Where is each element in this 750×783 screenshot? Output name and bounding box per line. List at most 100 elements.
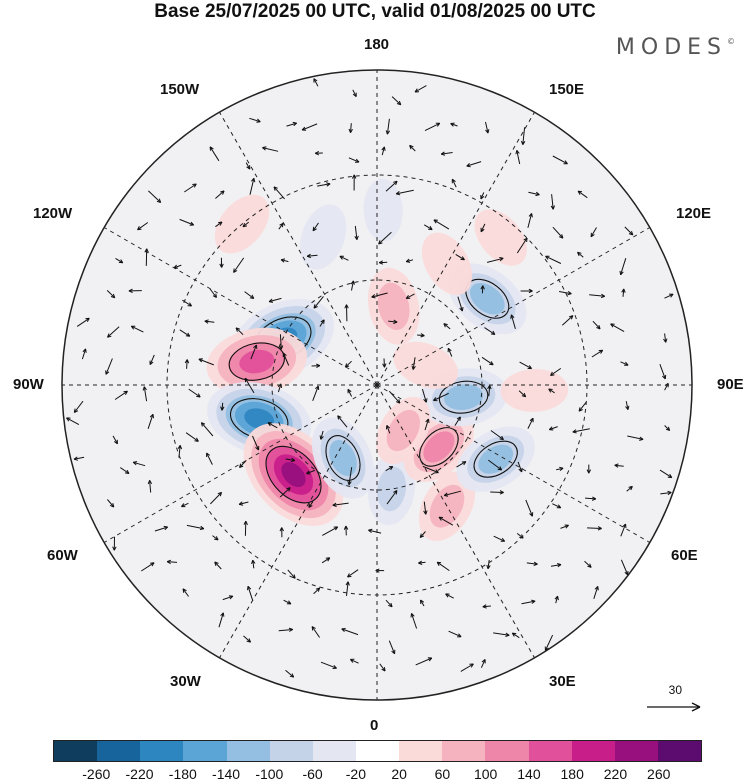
wind-arrow: [447, 347, 453, 357]
wind-arrow: [267, 422, 278, 429]
wind-arrow: [591, 349, 604, 358]
wind-arrow: [385, 599, 393, 608]
wind-arrow: [548, 426, 558, 431]
wind-arrow: [443, 323, 451, 330]
wind-arrow: [395, 189, 414, 196]
wind-arrow: [520, 127, 526, 145]
wind-arrow: [73, 400, 84, 413]
wind-arrow: [120, 467, 130, 474]
wind-arrow: [433, 392, 449, 402]
wind-arrow: [215, 221, 223, 228]
wind-arrow: [436, 561, 450, 572]
lon-label-30w: 30W: [170, 673, 201, 690]
wind-arrow: [521, 599, 536, 605]
wind-arrow: [587, 526, 602, 531]
wind-arrow: [198, 358, 214, 366]
wind-arrow: [385, 466, 394, 472]
wind-arrow: [278, 222, 284, 230]
contour-line: [438, 380, 489, 414]
wind-arrow: [107, 499, 115, 508]
wind-arrow: [385, 180, 398, 192]
wind-arrow: [659, 364, 667, 380]
wind-arrow: [480, 659, 486, 668]
colorbar-tick-label: 100: [473, 766, 498, 782]
colorbar-swatch: [399, 741, 443, 761]
colorbar-tick-label: -20: [345, 766, 366, 782]
map-border: [61, 69, 693, 701]
wind-arrow: [664, 293, 674, 299]
wind-arrow: [106, 290, 116, 299]
wind-arrow: [319, 319, 325, 327]
wind-arrow: [550, 563, 562, 568]
wind-arrow: [621, 288, 626, 297]
wind-arrow: [572, 428, 590, 434]
wind-arrow: [417, 333, 425, 338]
wind-arrow: [385, 118, 391, 135]
wind-arrow: [420, 599, 425, 607]
wind-arrow: [589, 293, 606, 299]
wind-arrow: [488, 459, 503, 471]
wind-arrow: [250, 344, 258, 360]
wind-arrow: [490, 490, 504, 495]
wind-arrow: [511, 632, 520, 639]
wind-arrow: [443, 490, 461, 497]
wind-arrow: [312, 385, 320, 401]
wind-arrow: [313, 587, 321, 595]
wind-arrow: [480, 285, 485, 294]
wind-arrow: [147, 480, 153, 493]
wind-arrow: [209, 288, 217, 298]
wind-arrow: [626, 485, 633, 492]
wind-arrow: [137, 222, 149, 231]
wind-arrow: [214, 561, 222, 570]
anomaly-blob: [500, 369, 569, 412]
colorbar-swatch: [528, 741, 572, 761]
anomaly-blob: [299, 204, 347, 270]
wind-arrow: [320, 661, 337, 669]
wind-arrow: [445, 593, 454, 599]
wind-arrow: [188, 388, 201, 398]
wind-arrow: [73, 456, 85, 461]
wind-arrow: [484, 327, 496, 335]
anomaly-level: [386, 409, 420, 452]
colorbar-tick-label: 60: [434, 766, 451, 782]
wind-arrow: [422, 465, 439, 474]
anomaly-level: [299, 204, 347, 270]
colorbar-tick-label: -180: [168, 766, 197, 782]
wind-arrow: [415, 657, 433, 666]
wind-arrow: [405, 258, 414, 263]
lon-label-150w: 150W: [160, 81, 200, 98]
lon-label-60w: 60W: [47, 547, 78, 564]
wind-arrow: [486, 257, 504, 263]
wind-arrow: [423, 224, 433, 231]
anomaly-level: [239, 349, 275, 374]
wind-arrow: [378, 260, 388, 265]
wind-arrow: [455, 253, 465, 261]
colorbar-ticks: -260 -220 -180 -140 -100 -60 -20 20 60 100 140 180 2…: [53, 766, 702, 783]
wind-reference-label: 30: [668, 683, 682, 697]
wind-arrow: [185, 432, 199, 442]
colorbar-tick-label: 220: [603, 766, 628, 782]
wind-arrow: [433, 219, 450, 230]
wind-arrow: [664, 425, 671, 431]
wind-arrow: [348, 123, 353, 133]
wind-arrow: [341, 628, 359, 636]
wind-arrow: [388, 319, 398, 324]
wind-arrow: [586, 464, 592, 474]
wind-arrow: [485, 121, 490, 134]
wind-arrow: [314, 150, 323, 156]
wind-arrow: [337, 415, 348, 428]
wind-arrow: [548, 388, 555, 394]
wind-arrow: [457, 296, 464, 312]
anomaly-blob: [456, 426, 535, 492]
wind-arrow: [584, 560, 592, 568]
wind-arrow: [204, 319, 215, 324]
wind-arrow: [348, 157, 360, 163]
wind-arrow: [285, 669, 295, 678]
wind-arrow: [577, 190, 588, 199]
wind-arrow: [619, 258, 627, 276]
wind-arrow: [554, 595, 559, 604]
wind-arrow: [238, 501, 249, 506]
wind-arrow: [423, 501, 428, 515]
wind-arrow: [244, 291, 255, 299]
